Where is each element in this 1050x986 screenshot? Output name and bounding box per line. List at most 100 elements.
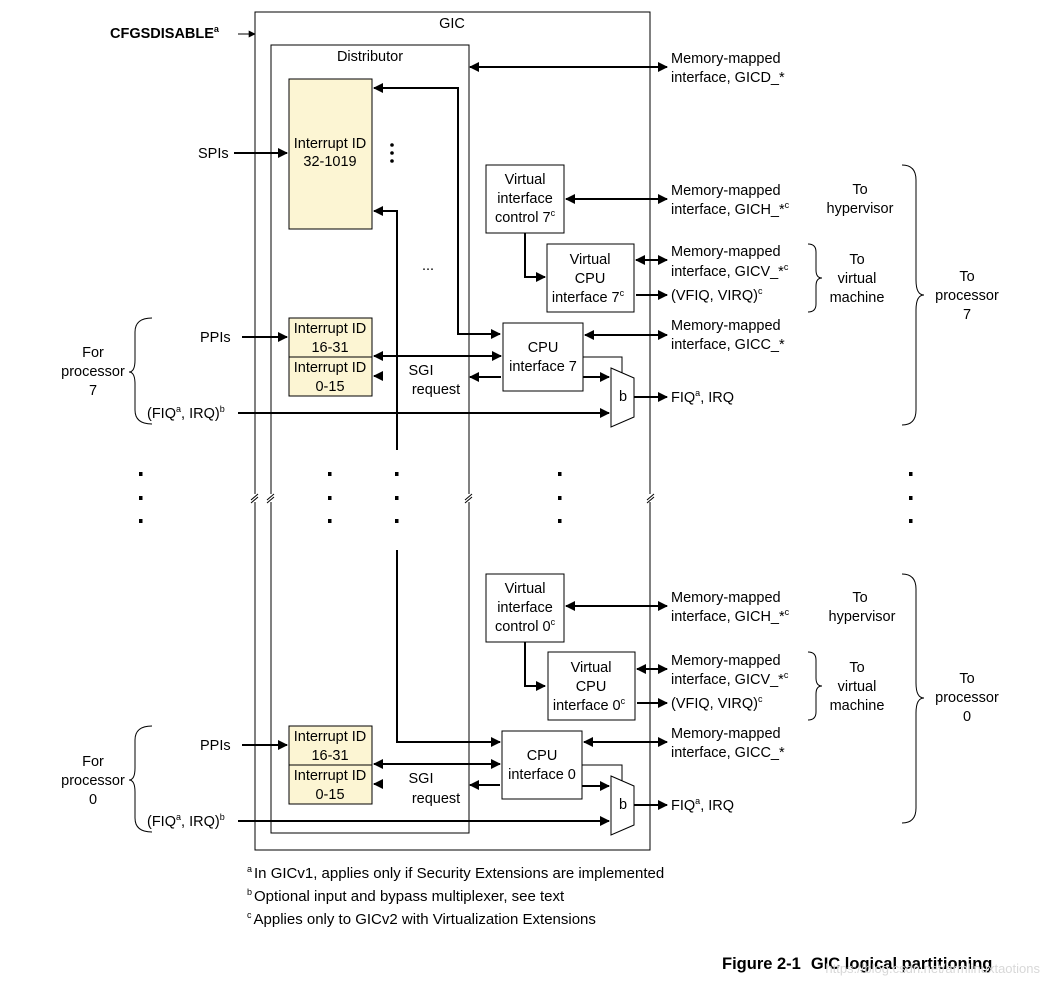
- to-processor-0-line2: processor: [935, 690, 999, 706]
- fiq-irq-in-7: (FIQa, IRQ)b: [147, 404, 225, 422]
- cpui0-to-mux: [582, 764, 623, 781]
- vfiq0-label: (VFIQ, VIRQ)c: [671, 694, 763, 712]
- footnote-b: b Optional input and bypass multiplexer, …: [247, 887, 565, 905]
- for-processor-0-brace: [128, 725, 153, 833]
- cpui7-line2: interface 7: [509, 359, 577, 375]
- gich7-line1: Memory-mapped: [671, 183, 781, 199]
- to-processor-0-line3: 0: [963, 709, 971, 725]
- virtual-interface-control-0: [485, 573, 565, 643]
- ppi7-line1: Interrupt ID: [294, 321, 367, 337]
- for-processor-7-line1: For: [82, 345, 104, 361]
- gich7-line2: interface, GICH_*c: [671, 200, 790, 218]
- spi-to-cpu7-route: [373, 83, 501, 339]
- gicc7-line1: Memory-mapped: [671, 318, 781, 334]
- cpui7-to-mux: [583, 356, 623, 373]
- spis-label: SPIs: [198, 146, 229, 162]
- to-hypervisor-7-line1: To: [852, 182, 867, 198]
- spi-to-cpu0-route: [373, 206, 398, 450]
- sgi7-line1: Interrupt ID: [294, 360, 367, 376]
- vcpu0-line3: interface 0c: [553, 696, 626, 714]
- gic-boundary: [254, 11, 651, 851]
- distributor-boundary: [270, 44, 470, 834]
- fiq-irq-in-0: (FIQa, IRQ)b: [147, 812, 225, 830]
- for-processor-7-line3: 7: [89, 383, 97, 399]
- elision-dots: [139, 472, 913, 523]
- ppi0-line1: Interrupt ID: [294, 729, 367, 745]
- vcpu7-line1: Virtual: [570, 252, 611, 268]
- ppi-block-0: [288, 725, 373, 766]
- vcpu0-line1: Virtual: [571, 660, 612, 676]
- footnote-a: a In GICv1, applies only if Security Exte…: [247, 864, 664, 882]
- to-processor-0-line1: To: [959, 671, 974, 687]
- for-processor-0-line3: 0: [89, 792, 97, 808]
- gicv7-line1: Memory-mapped: [671, 244, 781, 260]
- cpui0-line2: interface 0: [508, 767, 576, 783]
- sgi-block-7: [288, 356, 373, 397]
- to-vm-7-line1: To: [849, 252, 864, 268]
- vcpu7-line2: CPU: [575, 271, 606, 287]
- spi-interrupt-block: [288, 78, 373, 230]
- sgi0-line2: 0-15: [315, 787, 344, 803]
- for-processor-0-line2: processor: [61, 773, 125, 789]
- to-processor-7-line3: 7: [963, 307, 971, 323]
- to-hypervisor-7-line2: hypervisor: [827, 201, 894, 217]
- fiq-irq-out-7: FIQa, IRQ: [671, 388, 734, 406]
- vcpu7-line3: interface 7c: [552, 288, 625, 306]
- bypass-mux-7: [610, 367, 635, 428]
- ppis0-label: PPIs: [200, 738, 231, 754]
- sgi7-line2: 0-15: [315, 379, 344, 395]
- bypass-mux-0: [610, 775, 635, 836]
- gicc0-line1: Memory-mapped: [671, 726, 781, 742]
- for-processor-0-line1: For: [82, 754, 104, 770]
- gic-label: GIC: [439, 16, 465, 32]
- spi-to-cpu0-lower-route: [396, 550, 501, 747]
- virtual-cpu-interface-7: [546, 243, 635, 313]
- break-marks: [248, 493, 656, 504]
- vic0-line3: control 0c: [495, 617, 556, 635]
- ppis7-label: PPIs: [200, 330, 231, 346]
- virtual-machine-0-brace: [807, 651, 823, 721]
- to-vm-0-line2: virtual: [838, 679, 877, 695]
- vcpu0-line2: CPU: [576, 679, 607, 695]
- mux7-label: b: [619, 389, 627, 405]
- vic0-line1: Virtual: [505, 581, 546, 597]
- gicd-line1: Memory-mapped: [671, 51, 781, 67]
- sgi-block-0: [288, 764, 373, 805]
- vfiq7-label: (VFIQ, VIRQ)c: [671, 286, 763, 304]
- vic7-line3: control 7c: [495, 208, 556, 226]
- for-processor-7-line2: processor: [61, 364, 125, 380]
- gich0-line1: Memory-mapped: [671, 590, 781, 606]
- to-hypervisor-0-line2: hypervisor: [829, 609, 896, 625]
- processor-7-brace: [901, 164, 925, 426]
- for-processor-7-brace: [128, 317, 153, 425]
- cpu-interface-7: [502, 322, 584, 392]
- sgi7-request-line2: request: [412, 382, 460, 398]
- distributor-label: Distributor: [337, 49, 403, 65]
- ppi7-line2: 16-31: [311, 340, 348, 356]
- fiq-irq-out-0: FIQa, IRQ: [671, 796, 734, 814]
- virtual-cpu-interface-0: [547, 651, 636, 721]
- footnote-c: c Applies only to GICv2 with Virtualizati…: [247, 910, 596, 928]
- spi-block-line1: Interrupt ID: [294, 136, 367, 152]
- sgi0-line1: Interrupt ID: [294, 768, 367, 784]
- to-vm-7-line2: virtual: [838, 271, 877, 287]
- virtual-machine-7-brace: [807, 243, 823, 313]
- mux0-label: b: [619, 797, 627, 813]
- figure-caption: Figure 2-1 GIC logical partitioning: [722, 955, 992, 973]
- gicv0-line2: interface, GICV_*c: [671, 670, 789, 688]
- ppi0-line2: 16-31: [311, 748, 348, 764]
- gich0-line2: interface, GICH_*c: [671, 607, 790, 625]
- to-hypervisor-0-line1: To: [852, 590, 867, 606]
- gicv0-line1: Memory-mapped: [671, 653, 781, 669]
- sgi7-request-line1: SGI: [409, 363, 434, 379]
- vic7-line2: interface: [497, 191, 553, 207]
- spi-block-line2: 32-1019: [303, 154, 356, 170]
- vic0-to-vcpu0: [524, 642, 546, 691]
- processor-0-brace: [901, 573, 925, 824]
- cpu-interface-0: [501, 730, 583, 800]
- to-processor-7-line1: To: [959, 269, 974, 285]
- to-vm-7-line3: machine: [830, 290, 885, 306]
- to-vm-0-line1: To: [849, 660, 864, 676]
- sgi0-request-line1: SGI: [409, 771, 434, 787]
